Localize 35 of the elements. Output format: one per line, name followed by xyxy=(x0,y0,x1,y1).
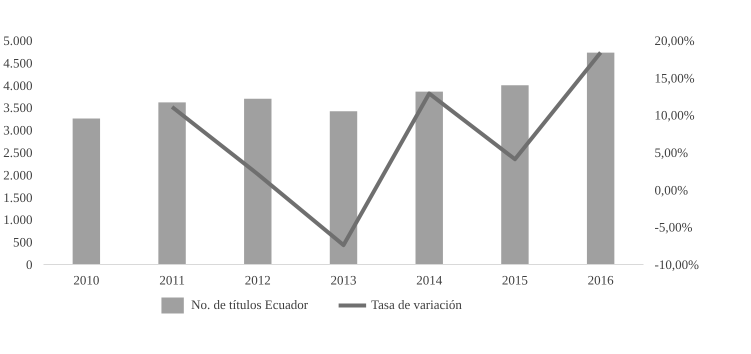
y-tick-label: 3.500 xyxy=(3,100,32,116)
y-tick-label: 4.000 xyxy=(3,78,32,93)
x-tick-label: 2015 xyxy=(502,272,528,288)
x-tick-label: 2013 xyxy=(330,272,356,288)
y2-tick-label: 20,00% xyxy=(654,33,695,48)
x-tick-label: 2014 xyxy=(416,272,443,288)
legend-label: Tasa de variación xyxy=(371,297,462,313)
y2-tick-label: 15,00% xyxy=(654,70,695,86)
y-tick-label: 0 xyxy=(26,257,32,272)
bar xyxy=(158,102,186,264)
x-tick-label: 2011 xyxy=(159,272,185,288)
bar xyxy=(586,52,614,264)
y2-tick-label: 10,00% xyxy=(654,108,695,123)
y-tick-label: 3.000 xyxy=(3,122,32,138)
line-series xyxy=(170,50,603,248)
bar xyxy=(72,118,100,264)
bar xyxy=(501,85,529,264)
x-tick-label: 2016 xyxy=(588,272,614,288)
y2-tick-label: 5,00% xyxy=(654,145,688,160)
y2-tick-label: -10,00% xyxy=(654,257,700,272)
y-tick-label: 1.000 xyxy=(3,212,32,228)
y2-tick-label: 0,00% xyxy=(654,182,688,198)
bar xyxy=(244,98,272,264)
bar xyxy=(330,111,358,264)
x-tick-label: 2010 xyxy=(73,272,100,288)
y-tick-label: 2.500 xyxy=(3,145,32,160)
y-tick-label: 1.500 xyxy=(3,190,32,205)
y-tick-label: 5.000 xyxy=(3,33,32,48)
y-tick-label: 2.000 xyxy=(3,167,32,182)
y2-tick-label: -5,00% xyxy=(654,220,693,235)
legend-label: No. de títulos Ecuador xyxy=(191,297,308,313)
y-tick-label: 500 xyxy=(13,234,32,250)
bar xyxy=(416,92,443,264)
y-tick-label: 4.500 xyxy=(3,55,32,70)
x-tick-label: 2012 xyxy=(244,272,271,288)
